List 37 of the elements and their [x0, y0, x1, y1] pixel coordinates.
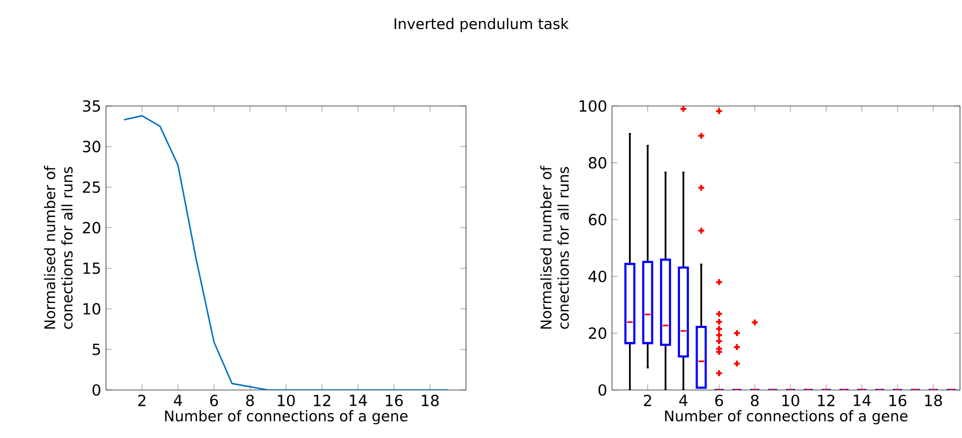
- x-tick-label: 6: [715, 394, 723, 406]
- x-tick-label: 18: [422, 394, 439, 406]
- x-tick-label: 8: [246, 394, 254, 406]
- y-tick-label: 0: [92, 384, 100, 396]
- chart-title: Inverted pendulum task: [394, 18, 569, 32]
- y-tick-label: 5: [92, 344, 100, 356]
- y-axis-title: Normalised number of conections for all runs: [540, 166, 569, 329]
- x-tick-label: 12: [818, 394, 834, 406]
- y-tick-label: 100: [580, 100, 606, 112]
- x-tick-label: 10: [782, 394, 800, 406]
- y-tick-label: 20: [588, 327, 606, 339]
- y-tick-label: 25: [82, 181, 100, 193]
- x-tick-label: 10: [278, 394, 295, 406]
- y-axis-title: Normalised number of conections for all runs: [44, 166, 73, 329]
- y-tick-label: 40: [588, 270, 606, 282]
- x-tick-label: 18: [925, 394, 942, 406]
- x-tick-label: 2: [138, 394, 146, 406]
- y-tick-label: 20: [82, 222, 100, 234]
- y-tick-label: 60: [588, 214, 606, 226]
- x-axis-title: Number of connections of a gene: [665, 410, 908, 424]
- x-tick-label: 4: [679, 394, 688, 406]
- x-tick-label: 2: [644, 394, 652, 406]
- x-axis-title: Number of connections of a gene: [165, 410, 408, 424]
- x-tick-label: 12: [314, 394, 330, 406]
- x-tick-label: 8: [750, 394, 759, 406]
- y-tick-label: 0: [598, 384, 606, 396]
- y-tick-label: 10: [83, 303, 100, 315]
- y-tick-label: 35: [82, 100, 100, 112]
- x-tick-label: 16: [386, 394, 403, 406]
- x-tick-label: 6: [210, 394, 218, 406]
- x-tick-label: 4: [174, 394, 182, 406]
- y-tick-label: 15: [83, 262, 100, 274]
- x-tick-label: 14: [350, 394, 367, 406]
- y-tick-label: 80: [588, 156, 606, 169]
- y-tick-label: 30: [82, 140, 100, 152]
- x-tick-label: 16: [889, 394, 906, 406]
- x-tick-label: 14: [854, 394, 871, 406]
